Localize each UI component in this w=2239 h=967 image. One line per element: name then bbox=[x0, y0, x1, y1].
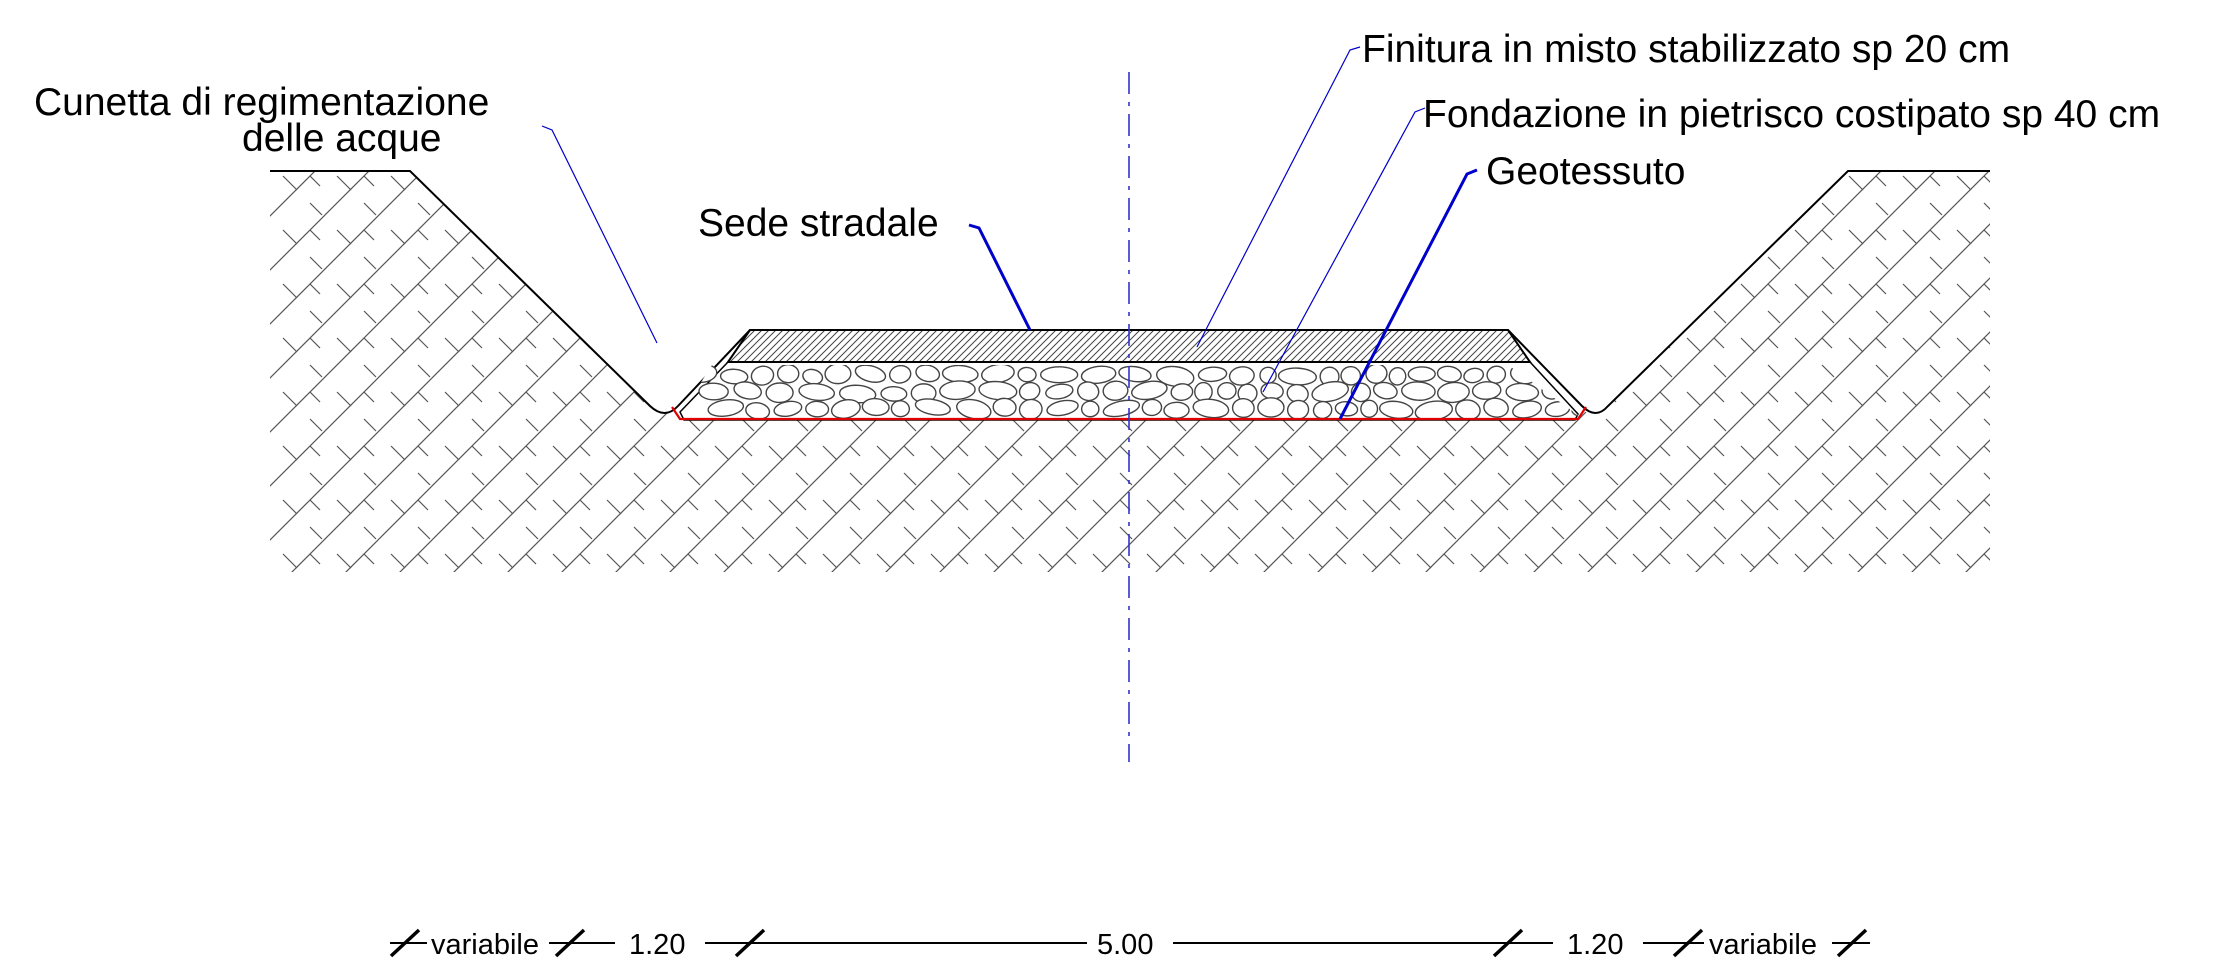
leader-finitura bbox=[1196, 46, 1361, 348]
gravel-stone bbox=[1486, 365, 1507, 384]
gravel-stone bbox=[1512, 400, 1543, 418]
gravel-stone bbox=[1194, 381, 1213, 402]
soil-body bbox=[270, 171, 1990, 572]
label-sede-stradale: Sede stradale bbox=[698, 202, 939, 245]
gravel-stone bbox=[1080, 365, 1117, 385]
gravel-stone bbox=[1163, 401, 1190, 418]
label-fondazione: Fondazione in pietrisco costipato sp 40 … bbox=[1423, 93, 2160, 136]
dimension-tick bbox=[389, 928, 421, 958]
leader-sede-stradale bbox=[968, 223, 1032, 331]
gravel-stone bbox=[1197, 366, 1228, 383]
gravel-stone bbox=[1231, 397, 1255, 418]
label-cunetta-line2: delle acque bbox=[242, 117, 442, 160]
dimension-tick bbox=[1836, 928, 1868, 958]
gravel-stone bbox=[733, 381, 762, 400]
gravel-stone bbox=[776, 365, 800, 384]
gravel-stone bbox=[1471, 381, 1502, 400]
gravel-stone bbox=[750, 365, 775, 386]
gravel-stone bbox=[1372, 381, 1398, 400]
gravel-stone bbox=[1170, 383, 1194, 401]
dim-5-00: 5.00 bbox=[1097, 929, 1153, 961]
gravel-stone bbox=[1286, 399, 1310, 418]
leader-fondazione bbox=[1262, 107, 1426, 393]
gravel-stone bbox=[1017, 366, 1037, 383]
gravel-stone bbox=[1483, 397, 1509, 418]
gravel-stone bbox=[1312, 400, 1333, 418]
dim-variabile-left: variabile bbox=[431, 929, 539, 961]
gravel-stone bbox=[765, 382, 794, 404]
gravel-stone bbox=[978, 380, 1018, 401]
gravel-stone bbox=[824, 365, 852, 385]
gravel-stone bbox=[915, 365, 941, 383]
gravel-stone bbox=[1192, 398, 1230, 418]
gravel-stone bbox=[1259, 366, 1277, 385]
gravel-stone bbox=[888, 365, 912, 384]
gravel-stone bbox=[1045, 383, 1074, 400]
gravel-stone bbox=[956, 398, 992, 418]
gravel-stone bbox=[890, 400, 911, 418]
gravel-stone bbox=[1076, 381, 1100, 402]
gravel-stone bbox=[1018, 398, 1043, 418]
gravel-stone bbox=[1436, 381, 1470, 404]
gravel-stone bbox=[992, 397, 1017, 417]
gravel-stone bbox=[880, 385, 908, 402]
leader-geotessuto bbox=[1338, 168, 1478, 420]
gravel-stone bbox=[854, 365, 887, 383]
dim-1-20-left: 1.20 bbox=[629, 929, 685, 961]
gravel-stone bbox=[1505, 382, 1540, 402]
gravel-stone bbox=[1436, 365, 1462, 383]
gravel-foundation-layer bbox=[679, 361, 1579, 421]
gravel-stone bbox=[1388, 367, 1407, 386]
gravel-stone bbox=[1039, 366, 1079, 384]
gravel-stone bbox=[1311, 380, 1349, 403]
gravel-stone bbox=[798, 382, 836, 402]
gravel-stone bbox=[1046, 399, 1079, 417]
gravel-stone bbox=[1455, 399, 1481, 418]
gravel-stone bbox=[830, 398, 861, 418]
dimension-tick bbox=[554, 928, 586, 958]
gravel-stone bbox=[1216, 381, 1237, 400]
dimension-ticks bbox=[389, 928, 1868, 958]
leader-cunetta bbox=[541, 125, 658, 344]
label-finitura: Finitura in misto stabilizzato sp 20 cm bbox=[1362, 28, 2010, 71]
gravel-stone bbox=[719, 368, 749, 385]
gravel-stone bbox=[773, 400, 803, 418]
dim-variabile-right: variabile bbox=[1709, 929, 1817, 961]
gravel-stone bbox=[1463, 367, 1485, 384]
dim-1-20-right: 1.20 bbox=[1567, 929, 1623, 961]
label-geotessuto: Geotessuto bbox=[1486, 150, 1685, 193]
gravel-stone bbox=[1102, 399, 1141, 418]
gravel-stone bbox=[1118, 365, 1152, 383]
dimension-tick bbox=[734, 928, 766, 958]
dimension-tick bbox=[1492, 928, 1524, 958]
gravel-stone bbox=[939, 380, 976, 401]
gravel-stone bbox=[1080, 400, 1100, 418]
gravel-stone bbox=[745, 402, 771, 418]
gravel-stone bbox=[698, 382, 729, 401]
gravel-stone bbox=[1414, 400, 1454, 418]
gravel-stone bbox=[1257, 397, 1285, 418]
ground-profile-line bbox=[270, 170, 1990, 414]
label-cunetta-line1: Cunetta di regimentazione bbox=[34, 81, 489, 124]
gravel-stone bbox=[1102, 380, 1129, 401]
gravel-stone bbox=[1360, 399, 1379, 418]
gravel-stone bbox=[805, 400, 830, 418]
gravel-stone bbox=[1141, 398, 1163, 417]
gravel-stone bbox=[1576, 365, 1578, 382]
gravel-stone bbox=[707, 398, 745, 418]
gravel-stone bbox=[1401, 381, 1436, 401]
gravel-stone bbox=[1407, 366, 1436, 382]
gravel-stone bbox=[1378, 400, 1414, 418]
gravel-stone bbox=[914, 398, 951, 416]
gravel-stone bbox=[861, 397, 890, 417]
dimension-tick bbox=[1672, 928, 1704, 958]
